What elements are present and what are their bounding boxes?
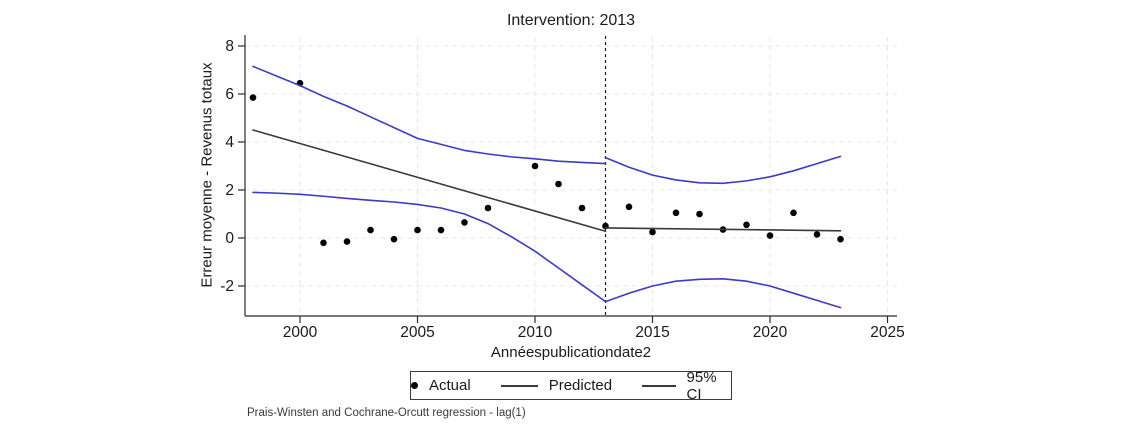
actual-point (649, 228, 656, 236)
ci-line-marker-icon (642, 384, 676, 387)
legend: Actual Predicted 95% CI (410, 369, 732, 403)
y-tick-label: -2 (220, 278, 234, 295)
chart-title: Intervention: 2013 (506, 12, 636, 29)
actual-point (484, 204, 492, 212)
legend-item-actual: Actual (411, 377, 471, 394)
actual-point (555, 180, 562, 188)
dot-marker-icon (411, 382, 418, 389)
actual-point (813, 231, 821, 238)
x-tick-label: 2000 (283, 324, 318, 341)
actual-point (696, 210, 703, 218)
actual-point (343, 238, 351, 245)
y-tick-label: 0 (225, 230, 234, 247)
ci-line (604, 155, 842, 185)
legend-label-ci: 95% CI (686, 368, 717, 403)
actual-point (837, 235, 844, 243)
ci-line (252, 65, 607, 165)
y-axis-label: Erreur moyenne - Revenus totaux (198, 62, 216, 288)
actual-point (367, 226, 374, 234)
regression-caption: Prais-Winsten and Cochrane-Orcutt regres… (247, 407, 526, 419)
y-tick-label: 8 (225, 38, 234, 55)
x-tick-label: 2025 (870, 324, 904, 341)
y-tick-label: 6 (225, 86, 234, 103)
x-tick-label: 2010 (518, 324, 553, 341)
actual-point (743, 221, 750, 229)
actual-point (790, 209, 797, 217)
predicted-line-marker-icon (500, 384, 538, 387)
actual-point (461, 219, 468, 226)
actual-point (625, 203, 633, 211)
actual-point (390, 235, 398, 243)
actual-point (766, 232, 774, 239)
x-tick-label: 2015 (635, 324, 669, 341)
actual-point (531, 162, 539, 170)
legend-label-predicted: Predicted (548, 377, 613, 394)
predicted-line (252, 129, 607, 233)
actual-point (320, 239, 327, 247)
x-tick-label: 2020 (753, 324, 788, 341)
ci-line (252, 191, 607, 303)
actual-point (249, 94, 257, 101)
legend-item-ci: 95% CI (642, 369, 731, 403)
actual-point (672, 209, 680, 217)
actual-point (578, 204, 586, 212)
y-tick-label: 4 (225, 134, 234, 151)
actual-point (414, 226, 421, 234)
predicted-line (604, 227, 842, 232)
ci-line (604, 277, 842, 309)
legend-label-actual: Actual (429, 377, 471, 394)
x-axis-label: Annéespublicationdate2 (490, 344, 652, 361)
actual-point (437, 226, 445, 234)
y-tick-label: 2 (225, 182, 234, 199)
legend-item-predicted: Predicted (500, 377, 613, 394)
x-tick-label: 2005 (400, 324, 434, 341)
